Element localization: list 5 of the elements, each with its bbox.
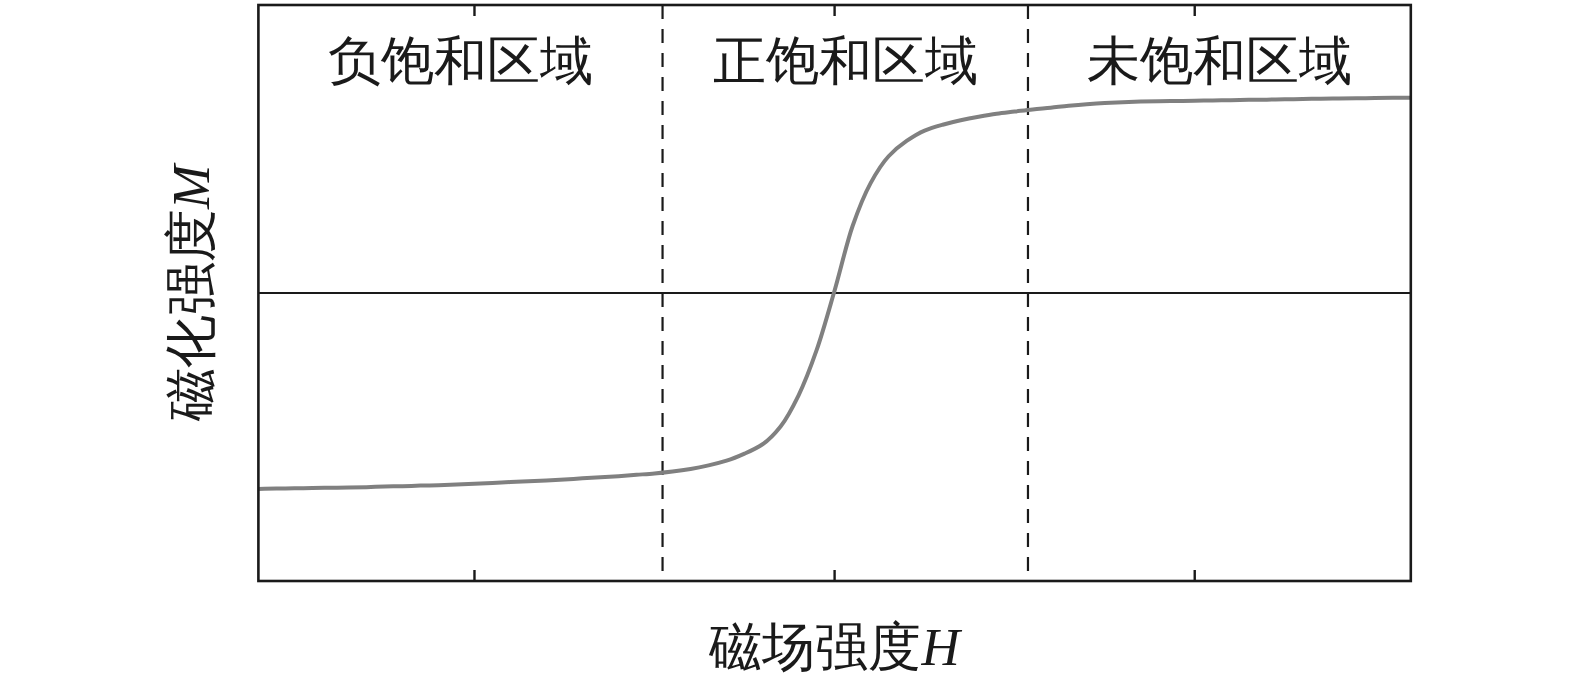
annotation: 正饱和区域 <box>712 32 978 90</box>
annotation: 负饱和区域 <box>327 32 593 90</box>
annotation: 未饱和区域 <box>1086 32 1352 90</box>
xlabel: 磁场强度H <box>709 618 960 676</box>
ylabel: 磁化强度M <box>162 164 220 422</box>
